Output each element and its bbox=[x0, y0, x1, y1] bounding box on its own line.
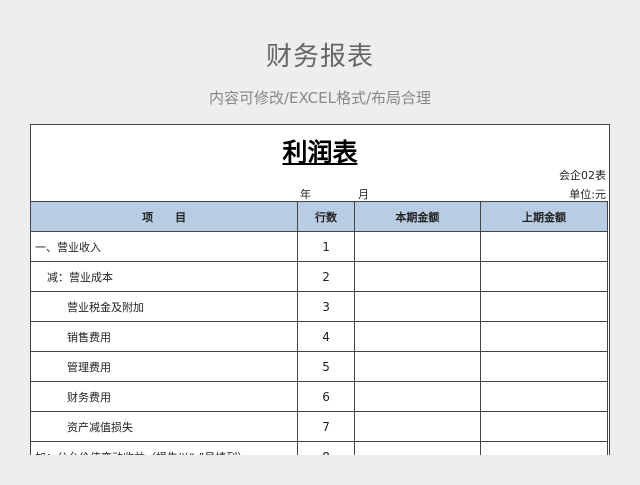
unit-label: 单位:元 bbox=[569, 188, 606, 201]
current-amount-cell[interactable] bbox=[353, 291, 481, 322]
table-row: 销售费用 4 bbox=[31, 321, 609, 352]
current-amount-cell[interactable] bbox=[353, 441, 481, 455]
line-no-cell[interactable]: 2 bbox=[297, 261, 355, 292]
item-cell[interactable]: 管理费用 bbox=[31, 351, 299, 382]
month-label: 月 bbox=[358, 188, 369, 201]
previous-amount-cell[interactable] bbox=[479, 351, 609, 382]
previous-amount-cell[interactable] bbox=[479, 381, 609, 412]
item-cell[interactable]: 财务费用 bbox=[31, 381, 299, 412]
current-amount-cell[interactable] bbox=[353, 231, 481, 262]
previous-amount-cell[interactable] bbox=[479, 291, 609, 322]
line-no-cell[interactable]: 1 bbox=[297, 231, 355, 262]
item-cell[interactable]: 加：公允价值变动收益（损失以“-”号填列） bbox=[31, 441, 299, 455]
year-label: 年 bbox=[300, 188, 311, 201]
col-previous: 上期金额 bbox=[479, 201, 609, 232]
line-no-cell[interactable]: 7 bbox=[297, 411, 355, 442]
table-row: 资产减值损失 7 bbox=[31, 411, 609, 442]
table-row: 财务费用 6 bbox=[31, 381, 609, 412]
form-code: 会企02表 bbox=[559, 169, 606, 182]
col-item: 项 目 bbox=[31, 201, 299, 232]
item-cell[interactable]: 减：营业成本 bbox=[31, 261, 299, 292]
table-row: 营业税金及附加 3 bbox=[31, 291, 609, 322]
item-cell[interactable]: 销售费用 bbox=[31, 321, 299, 352]
line-no-cell[interactable]: 3 bbox=[297, 291, 355, 322]
line-no-cell[interactable]: 6 bbox=[297, 381, 355, 412]
item-cell[interactable]: 一、营业收入 bbox=[31, 231, 299, 262]
page-title: 财务报表 bbox=[265, 42, 374, 72]
sheet-title: 利润表 bbox=[282, 138, 358, 167]
line-no-cell[interactable]: 8 bbox=[297, 441, 355, 455]
table-row: 管理费用 5 bbox=[31, 351, 609, 382]
previous-amount-cell[interactable] bbox=[479, 231, 609, 262]
table-row: 一、营业收入 1 bbox=[31, 231, 609, 262]
current-amount-cell[interactable] bbox=[353, 411, 481, 442]
page-subtitle: 内容可修改/EXCEL格式/布局合理 bbox=[208, 89, 432, 107]
income-statement-sheet: 利润表 会企02表 年 月 单位:元 项 目 行数 本期金额 上期金额 一、营业… bbox=[30, 124, 610, 455]
table-row: 减：营业成本 2 bbox=[31, 261, 609, 292]
previous-amount-cell[interactable] bbox=[479, 321, 609, 352]
previous-amount-cell[interactable] bbox=[479, 441, 609, 455]
item-cell[interactable]: 资产减值损失 bbox=[31, 411, 299, 442]
current-amount-cell[interactable] bbox=[353, 261, 481, 292]
current-amount-cell[interactable] bbox=[353, 321, 481, 352]
table-row: 加：公允价值变动收益（损失以“-”号填列）8 bbox=[31, 441, 609, 455]
col-current: 本期金额 bbox=[353, 201, 481, 232]
col-line-no: 行数 bbox=[297, 201, 355, 232]
previous-amount-cell[interactable] bbox=[479, 261, 609, 292]
line-no-cell[interactable]: 4 bbox=[297, 321, 355, 352]
current-amount-cell[interactable] bbox=[353, 381, 481, 412]
current-amount-cell[interactable] bbox=[353, 351, 481, 382]
line-no-cell[interactable]: 5 bbox=[297, 351, 355, 382]
item-cell[interactable]: 营业税金及附加 bbox=[31, 291, 299, 322]
previous-amount-cell[interactable] bbox=[479, 411, 609, 442]
statement-table: 项 目 行数 本期金额 上期金额 一、营业收入 1 减：营业成本 2 营业税金及附加 3 销… bbox=[31, 201, 609, 455]
